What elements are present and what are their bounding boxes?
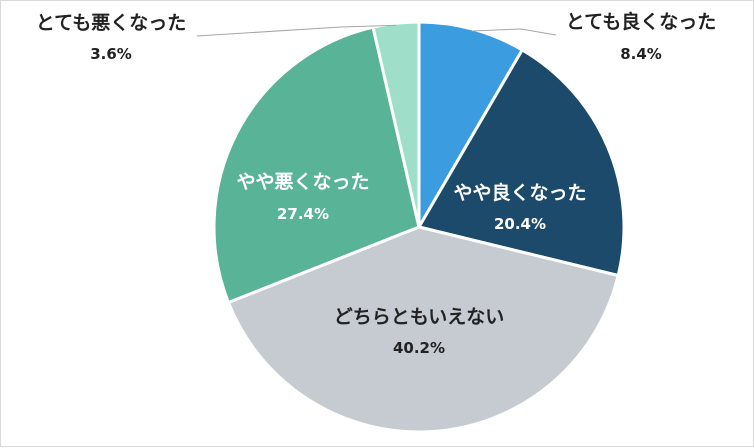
slice-value-label: 8.4% (620, 45, 662, 63)
pie-slice (226, 225, 620, 434)
slice-category-label: どちらともいえない (334, 306, 505, 328)
slice-value-label: 20.4% (494, 215, 546, 233)
slice-category-label: やや悪くなった (236, 171, 369, 193)
pie-slice (417, 20, 525, 233)
pie-slices (212, 20, 626, 434)
slice-labels: とても良くなった 8.4% やや良くなった 20.4% どちらともいえない 40.2% やや… (36, 10, 716, 357)
pie-slice (212, 25, 421, 305)
slice-value-label: 40.2% (393, 339, 445, 357)
slice-value-label: 27.4% (277, 205, 329, 223)
slice-category-label: とても悪くなった (36, 12, 186, 34)
leader-line (471, 28, 557, 36)
leader-line (196, 24, 397, 37)
slice-value-label: 3.6% (90, 45, 132, 63)
pie-slice (416, 47, 626, 278)
leader-lines (196, 24, 557, 37)
pie-slice (371, 20, 421, 228)
slice-category-label: とても良くなった (566, 10, 716, 33)
slice-category-label: やや良くなった (453, 181, 586, 204)
